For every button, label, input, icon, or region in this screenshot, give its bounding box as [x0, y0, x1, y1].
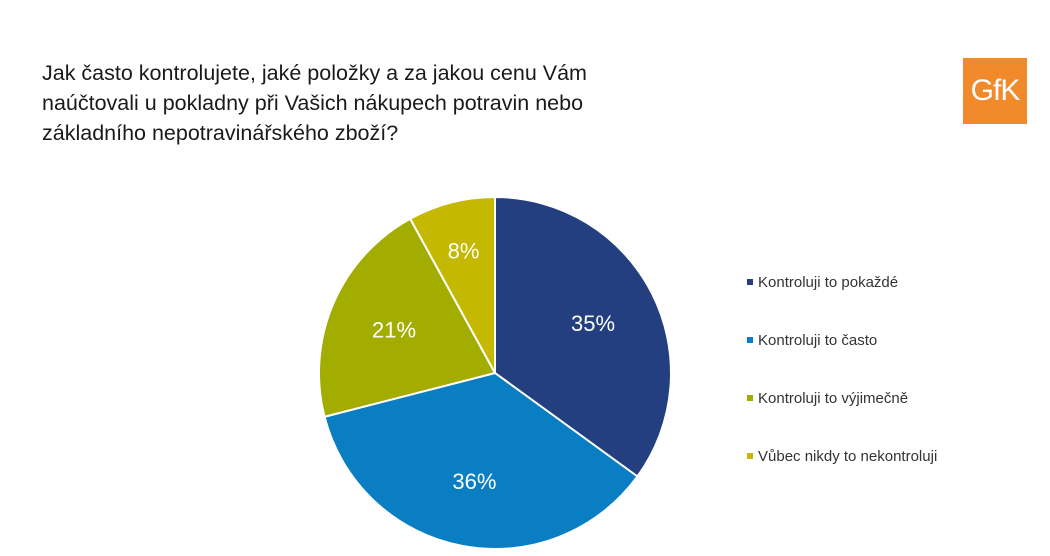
question-line-3: základního nepotravinářského zboží? [42, 121, 399, 145]
question-line-1: Jak často kontrolujete, jaké položky a z… [42, 61, 587, 85]
pie-slice-3 [318, 217, 497, 418]
legend-item-1: Kontroluji to pokaždé [747, 272, 937, 292]
pie-slice-label-1: 35% [571, 311, 615, 336]
legend-item-3: Kontroluji to výjimečně [747, 388, 937, 408]
pie-slice-1 [494, 195, 672, 478]
question-line-2: naúčtovali u pokladny při Vašich nákupec… [42, 91, 584, 115]
legend-swatch-1 [747, 279, 753, 285]
pie-slice-4 [408, 195, 496, 374]
pie-slice-label-2: 36% [452, 469, 496, 494]
question-title: Jak často kontrolujete, jaké položky a z… [42, 58, 762, 148]
legend-label-2: Kontroluji to často [758, 331, 878, 349]
legend-item-4: Vůbec nikdy to nekontroluji [747, 446, 937, 466]
pie-slice-label-3: 21% [372, 317, 416, 342]
legend-item-2: Kontroluji to často [747, 330, 937, 350]
legend-label-3: Kontroluji to výjimečně [758, 389, 909, 407]
legend-swatch-3 [747, 395, 753, 401]
chart-legend: Kontroluji to pokaždé Kontroluji to často… [747, 272, 937, 504]
gfk-logo: GfK [963, 58, 1027, 124]
legend-label-1: Kontroluji to pokaždé [758, 273, 899, 291]
legend-swatch-4 [747, 453, 753, 459]
pie-slice-2 [323, 371, 639, 550]
legend-label-4: Vůbec nikdy to nekontroluji [758, 447, 938, 465]
legend-swatch-2 [747, 337, 753, 343]
pie-slice-label-4: 8% [448, 238, 480, 263]
